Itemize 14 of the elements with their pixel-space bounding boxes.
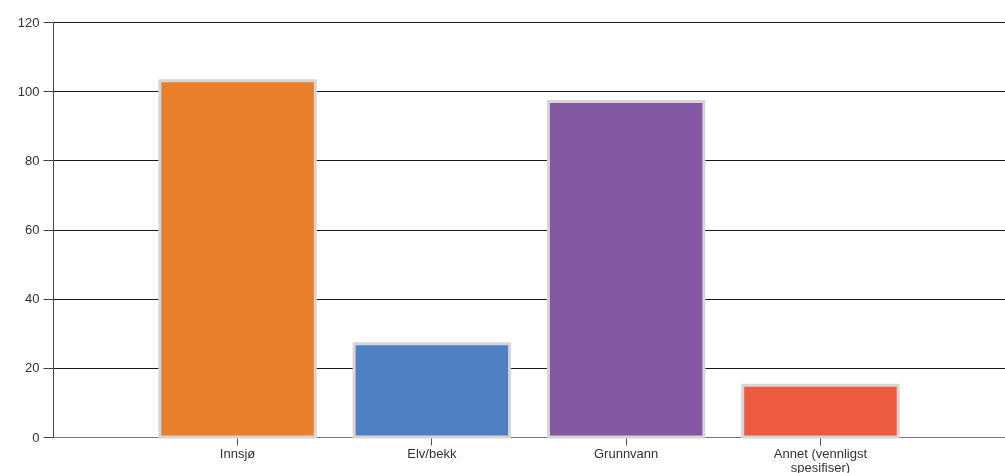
x-tick-label: Innsjø (219, 445, 256, 461)
y-tick-label: 120 (17, 14, 40, 30)
x-tick-label: Elv/bekk (407, 445, 457, 461)
bar (352, 342, 512, 439)
x-tick-label: Grunnvann (593, 445, 659, 461)
y-tick-label: 20 (25, 360, 40, 376)
y-tick-label: 0 (32, 429, 40, 445)
bar (546, 100, 706, 439)
bar (741, 383, 900, 439)
y-tick-label: 80 (25, 152, 40, 168)
y-tick-label: 100 (17, 83, 40, 99)
bar (158, 79, 317, 439)
y-tick-label: 60 (25, 222, 40, 237)
y-tick-label: 40 (25, 291, 40, 307)
